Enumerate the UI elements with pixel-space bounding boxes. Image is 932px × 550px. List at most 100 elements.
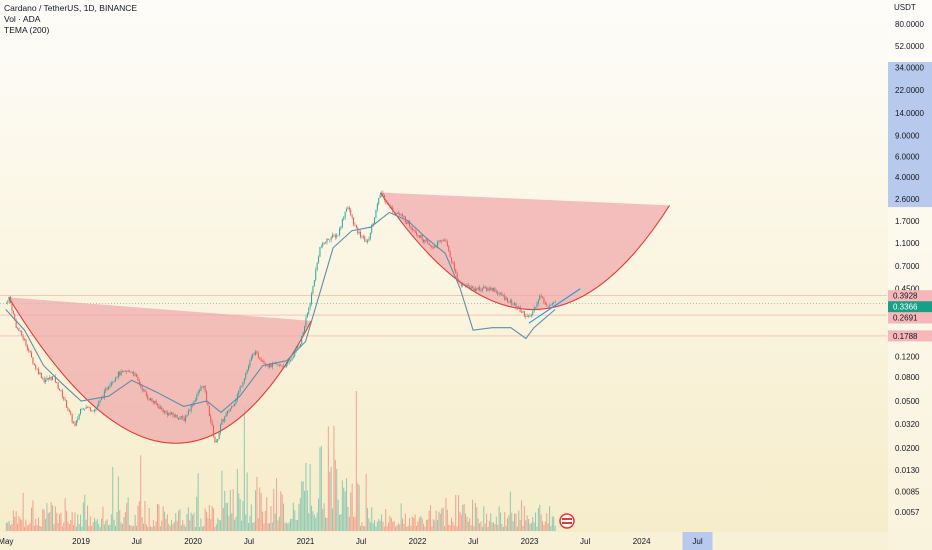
candle-body [91, 410, 93, 412]
volume-bar [38, 517, 40, 531]
volume-bar [63, 522, 65, 531]
candle-body [364, 236, 366, 242]
candle-body [362, 236, 364, 238]
y-tick-label: 0.0320 [895, 420, 920, 429]
volume-bar [528, 518, 530, 531]
candle-body [410, 226, 412, 229]
candle-body [479, 287, 481, 290]
volume-bar [25, 519, 27, 531]
candle-body [348, 207, 350, 210]
volume-bar [11, 523, 13, 531]
volume-bar [472, 499, 474, 531]
volume-bar [266, 497, 268, 531]
volume-bar [311, 505, 313, 531]
volume-bar [229, 490, 231, 531]
candle-body [446, 241, 448, 246]
candle-body [294, 350, 296, 357]
candle-body [516, 307, 518, 309]
legend-volume[interactable]: Vol · ADA [4, 14, 41, 24]
candle-body [481, 288, 483, 291]
candle-body [382, 192, 384, 195]
volume-bar [535, 512, 537, 531]
price-candles [5, 190, 556, 444]
volume-bar [133, 525, 135, 531]
volume-bar [53, 524, 55, 531]
candle-body [119, 371, 121, 376]
volume-bar [544, 521, 546, 531]
volume-bar [523, 506, 525, 531]
volume-bar [358, 484, 360, 531]
cup-right-curve [379, 192, 671, 311]
volume-bar [102, 506, 104, 531]
candle-body [243, 378, 245, 383]
volume-bar [143, 523, 145, 531]
candle-body [124, 370, 126, 372]
legend-symbol[interactable]: Cardano / TetherUS, 1D, BINANCE [4, 3, 138, 13]
candle-body [236, 394, 238, 401]
volume-bar [171, 519, 173, 531]
candle-body [137, 376, 139, 381]
volume-bar [444, 526, 446, 531]
time-axis[interactable]: May 2019 Jul 2020 Jul 2021 Jul 2022 Jul 2023 Jul 20… [0, 532, 888, 550]
volume-bar [400, 503, 402, 531]
price-axis[interactable]: USDT 80.0000 52.0000 34.0000 22.0000 14.0000 9… [888, 0, 932, 550]
legend-indicator[interactable]: TEMA (200) [4, 25, 50, 35]
candle-body [490, 287, 492, 290]
price-tag-bg [888, 301, 932, 313]
volume-bar [183, 524, 185, 531]
candle-body [250, 357, 252, 361]
volume-bar [22, 492, 24, 531]
candle-body [99, 399, 101, 403]
candle-body [453, 263, 455, 269]
candle-body [144, 389, 146, 392]
candle-body [224, 416, 226, 422]
volume-bar [274, 513, 276, 531]
candle-body [168, 413, 170, 415]
volume-bar [263, 523, 265, 531]
candle-body [277, 364, 279, 366]
candle-body [386, 202, 388, 205]
candle-body [501, 293, 503, 296]
candle-body [116, 377, 118, 379]
volume-bar [483, 506, 485, 531]
candle-body [73, 421, 75, 424]
volume-bar [66, 510, 68, 531]
candle-body [452, 261, 454, 264]
candle-body [341, 219, 343, 227]
volume-bar [320, 445, 322, 531]
volume-bar [392, 521, 394, 531]
candle-body [12, 310, 14, 315]
candle-body [207, 401, 209, 406]
volume-bar [217, 518, 219, 531]
candle-body [421, 234, 423, 241]
volume-bar [206, 511, 208, 531]
volume-bar [519, 520, 521, 531]
volume-bar [211, 506, 213, 531]
candle-body [298, 346, 300, 348]
price-tag: 0.3928 [893, 292, 918, 301]
axis-range-highlight [888, 61, 932, 208]
volume-bar [427, 519, 429, 531]
candle-body [78, 413, 80, 419]
candle-body [320, 246, 322, 248]
volume-bar [227, 502, 229, 531]
candle-body [416, 232, 418, 235]
volume-bars [5, 391, 556, 531]
volume-bar [381, 514, 383, 531]
candle-body [64, 399, 66, 401]
candle-body [187, 410, 189, 416]
candle-body [344, 211, 346, 218]
volume-bar [270, 506, 272, 531]
volume-bar [516, 526, 518, 531]
volume-bar [138, 501, 140, 531]
candle-body [351, 215, 353, 218]
volume-bar [365, 473, 367, 531]
candle-body [417, 234, 419, 236]
volume-bar [105, 520, 107, 531]
candle-body [151, 398, 153, 402]
volume-bar [8, 520, 10, 531]
volume-bar [277, 520, 279, 531]
candle-body [333, 234, 335, 236]
x-tick-label: May [0, 537, 13, 546]
